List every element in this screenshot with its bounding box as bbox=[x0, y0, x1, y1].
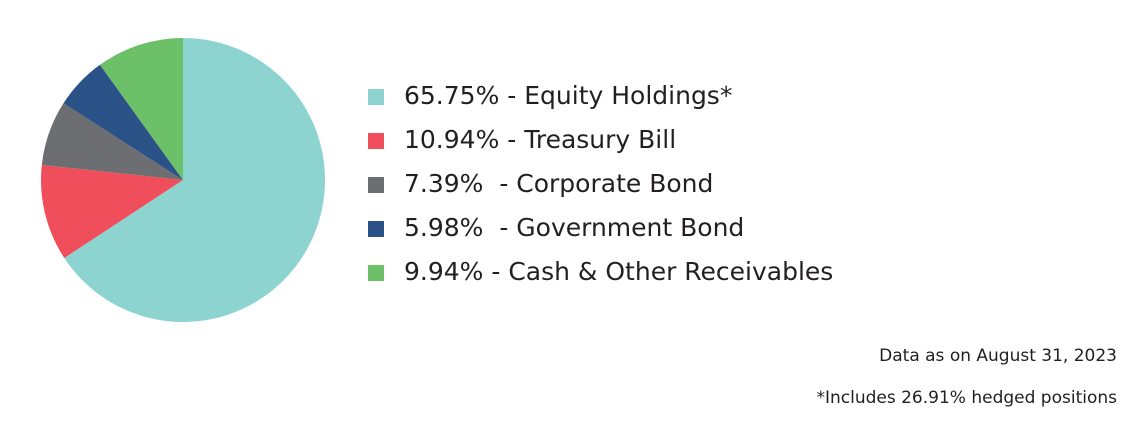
legend-swatch bbox=[368, 89, 384, 105]
legend-label: 7.39% - Corporate Bond bbox=[404, 169, 713, 198]
pie-slice bbox=[41, 164, 183, 258]
pie-slice bbox=[41, 103, 183, 180]
legend-label: 10.94% - Treasury Bill bbox=[404, 125, 676, 154]
pie-slice bbox=[99, 38, 183, 180]
note: *Includes 26.91% hedged positions bbox=[816, 388, 1117, 408]
legend-swatch bbox=[368, 265, 384, 281]
legend-swatch bbox=[368, 177, 384, 193]
legend-label: 65.75% - Equity Holdings* bbox=[404, 81, 732, 110]
legend-label: 5.98% - Government Bond bbox=[404, 213, 744, 242]
pie-slice bbox=[64, 38, 325, 322]
pie-slice bbox=[63, 64, 183, 180]
legend-swatch bbox=[368, 133, 384, 149]
note: Data as on August 31, 2023 bbox=[879, 346, 1117, 366]
legend-swatch bbox=[368, 221, 384, 237]
legend-label: 9.94% - Cash & Other Receivables bbox=[404, 257, 833, 286]
